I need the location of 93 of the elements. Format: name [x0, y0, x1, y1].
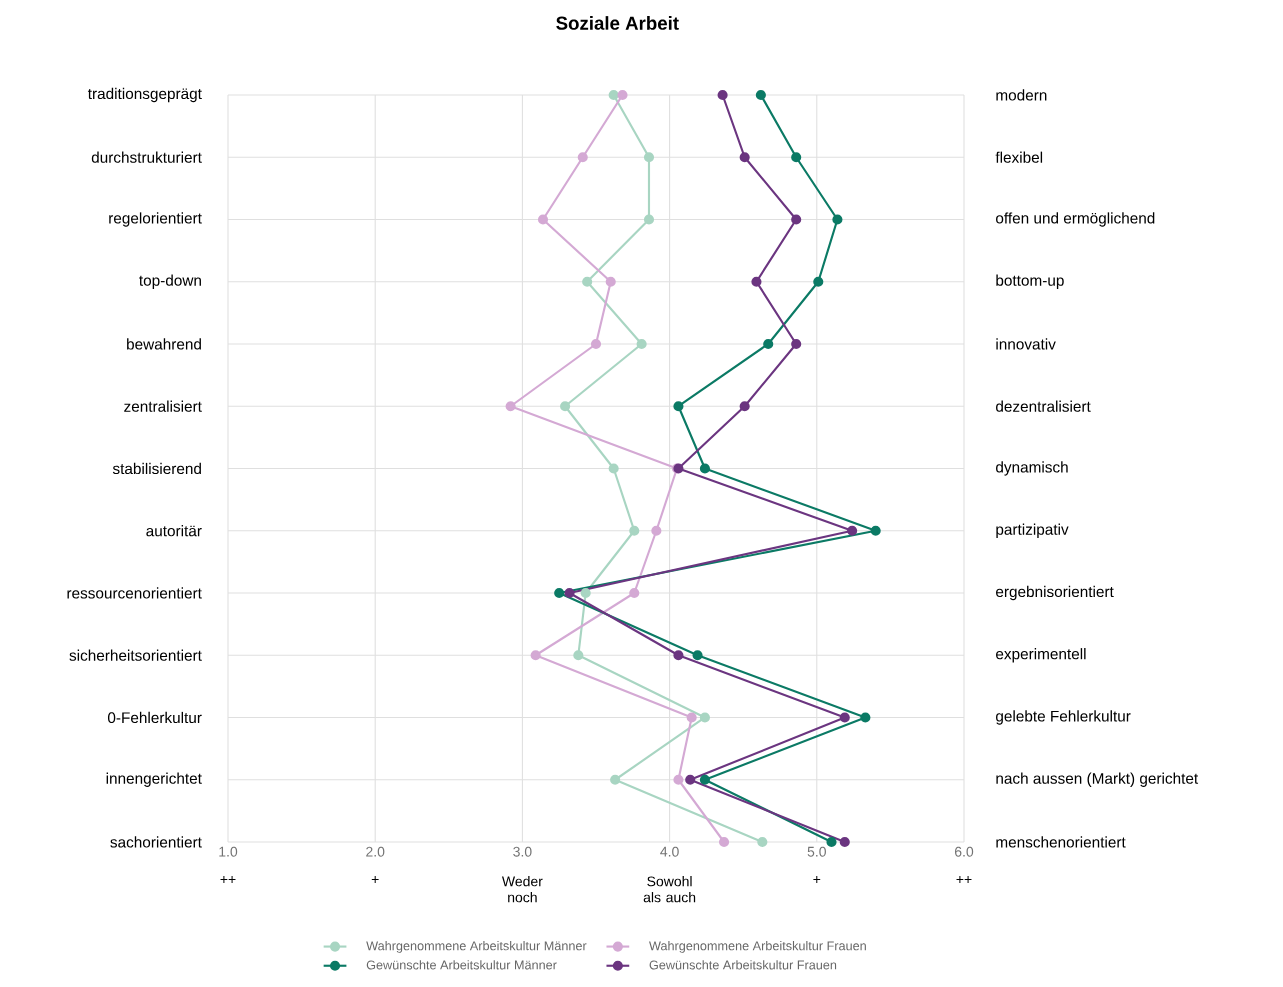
- text: Sowohl als auch: [643, 876, 696, 903]
- point: [717, 89, 728, 101]
- point: [751, 276, 762, 287]
- point: [564, 587, 575, 599]
- y2-tick-label: partizipativ: [996, 523, 1069, 538]
- point: [839, 712, 850, 723]
- chart-title: Soziale Arbeit: [556, 16, 679, 30]
- point: [699, 463, 710, 474]
- y2-tick-label: menschenorientiert: [996, 836, 1126, 848]
- y2-tick-label: dynamisch: [996, 461, 1068, 476]
- legend-label: Wahrgenommene Arbeitskultur Männer: [366, 940, 587, 953]
- x-tick-label: 6.0: [954, 846, 974, 857]
- y-tick-label: 0-Fehlerkultur: [107, 711, 202, 724]
- point: [629, 587, 640, 599]
- y-tick-label: traditionsgeprägt: [87, 87, 202, 103]
- y2-tick-label: ergebnisorientiert: [996, 585, 1114, 601]
- text: ++: [220, 876, 236, 883]
- point: [673, 774, 684, 785]
- point: [673, 650, 684, 661]
- x-tick-label: 3.0: [513, 846, 532, 857]
- x-tick-label: 2.0: [366, 846, 385, 857]
- point: [629, 525, 640, 536]
- x-tick-label: 1.0: [219, 846, 238, 857]
- point: [580, 587, 591, 599]
- y2-tick-label: dezentralisiert: [996, 400, 1091, 412]
- point: [582, 276, 593, 287]
- point: [718, 836, 730, 848]
- point: [692, 650, 703, 661]
- y2-tick-label: modern: [996, 89, 1047, 101]
- y2-tick-label: gelebte Fehlerkultur: [996, 710, 1131, 725]
- point: [610, 774, 621, 785]
- point: [699, 774, 710, 785]
- y-tick-label: stabilisierend: [112, 462, 201, 475]
- point: [577, 152, 588, 163]
- point: [537, 214, 549, 225]
- y-tick-label: sicherheitsorientiert: [69, 649, 202, 661]
- point: [530, 650, 541, 661]
- point: [791, 214, 802, 225]
- y-tick-label: durchstrukturiert: [91, 151, 202, 163]
- point: [673, 401, 684, 412]
- point: [739, 401, 750, 412]
- y-tick-label: autoritär: [146, 525, 202, 537]
- point: [605, 276, 616, 287]
- y2-tick-label: experimentell: [996, 648, 1086, 663]
- point: [505, 401, 516, 412]
- point: [757, 836, 768, 848]
- point: [860, 712, 871, 723]
- y-tick-label: ressourcenorientiert: [67, 587, 202, 599]
- text: +: [371, 876, 379, 883]
- point: [847, 525, 858, 536]
- point: [643, 152, 655, 163]
- legend-label: Gewünschte Arbeitskultur Frauen: [649, 960, 837, 970]
- point: [870, 525, 881, 536]
- y2-tick-label: offen und ermöglichend: [996, 212, 1155, 227]
- point: [636, 338, 647, 350]
- point: [832, 214, 843, 225]
- point: [826, 836, 837, 848]
- legend-label: Gewünschte Arbeitskultur Männer: [366, 960, 557, 970]
- y-tick-label: bewahrend: [127, 338, 201, 350]
- text: ++: [956, 876, 972, 883]
- point: [651, 525, 662, 536]
- point: [739, 152, 750, 163]
- point: [608, 463, 619, 474]
- point: [608, 89, 619, 101]
- x-tick-label: 4.0: [660, 846, 679, 857]
- point: [617, 89, 628, 101]
- y2-tick-label: bottom-up: [996, 274, 1064, 289]
- text: +: [813, 876, 821, 883]
- y2-tick-label: innovativ: [996, 338, 1056, 350]
- point: [839, 836, 850, 848]
- text: Weder noch: [501, 876, 543, 903]
- point: [699, 712, 710, 723]
- point: [755, 89, 766, 101]
- y-tick-label: regelorientiert: [109, 212, 202, 227]
- point: [686, 712, 697, 723]
- point: [560, 401, 571, 412]
- point: [573, 650, 584, 661]
- point: [643, 214, 655, 225]
- y-tick-label: innengerichtet: [106, 772, 202, 787]
- y-tick-label: sachorientiert: [110, 836, 202, 848]
- y2-tick-label: nach aussen (Markt) gerichtet: [996, 772, 1199, 787]
- point: [791, 152, 802, 163]
- legend-label: Wahrgenommene Arbeitskultur Frauen: [649, 940, 866, 953]
- x-tick-label: 5.0: [807, 846, 826, 857]
- y-tick-label: zentralisiert: [124, 400, 202, 412]
- point: [590, 338, 602, 350]
- y2-tick-label: flexibel: [995, 151, 1043, 163]
- point: [813, 276, 824, 287]
- point: [554, 587, 565, 599]
- y-tick-label: top-down: [139, 274, 201, 289]
- point: [763, 338, 774, 350]
- point: [791, 338, 802, 350]
- point: [685, 774, 696, 785]
